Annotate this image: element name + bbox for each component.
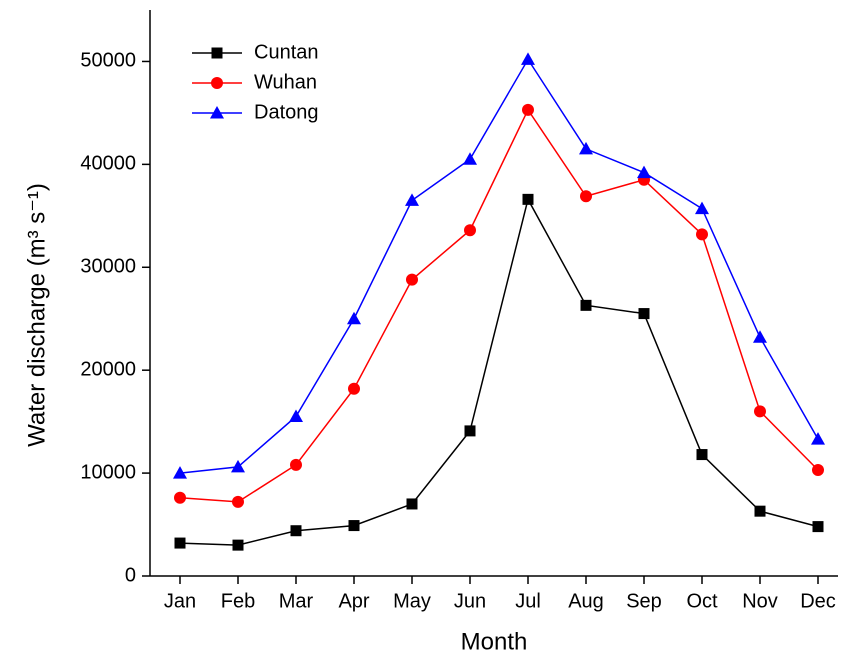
data-point — [289, 409, 303, 422]
data-point — [463, 152, 477, 165]
data-point — [174, 537, 186, 549]
x-tick-label: Nov — [742, 590, 778, 612]
x-tick-label: Oct — [686, 590, 718, 612]
x-tick-label: Sep — [626, 590, 662, 612]
data-point — [348, 382, 360, 395]
legend-label: Datong — [254, 101, 319, 123]
x-tick-label: Dec — [800, 590, 836, 612]
data-point — [638, 308, 650, 320]
data-point — [174, 491, 186, 504]
y-tick-label: 10000 — [80, 461, 136, 483]
data-point — [521, 52, 535, 65]
data-point — [579, 141, 593, 155]
data-point — [405, 193, 419, 206]
y-tick-label: 30000 — [80, 256, 136, 278]
data-point — [522, 193, 534, 205]
x-tick-label: Jul — [515, 590, 541, 612]
data-point — [695, 201, 709, 215]
data-point — [232, 495, 244, 508]
data-point — [406, 498, 418, 510]
data-point — [347, 311, 361, 325]
data-point — [464, 224, 476, 237]
data-point — [696, 449, 708, 461]
series-line — [179, 57, 819, 474]
data-point — [754, 505, 766, 517]
legend-label: Wuhan — [254, 71, 317, 93]
data-point — [173, 466, 187, 479]
x-tick-label: Jan — [164, 590, 196, 612]
data-point — [696, 228, 708, 241]
y-tick-label: 40000 — [80, 153, 136, 175]
data-point — [290, 458, 302, 471]
x-tick-label: Aug — [568, 590, 604, 612]
series-line — [179, 108, 819, 503]
data-point — [812, 464, 824, 477]
x-tick-label: Feb — [221, 590, 255, 612]
data-point — [522, 103, 534, 116]
y-tick-label: 50000 — [80, 50, 136, 72]
data-point — [580, 190, 592, 203]
x-tick-label: Apr — [338, 590, 369, 612]
data-point — [231, 459, 245, 473]
data-point — [811, 432, 825, 445]
data-point — [812, 521, 824, 533]
x-tick-label: Mar — [279, 590, 314, 612]
x-tick-label: Jun — [454, 590, 486, 612]
legend-label: Cuntan — [254, 41, 319, 63]
data-point — [637, 165, 651, 179]
data-point — [754, 405, 766, 418]
data-point — [290, 525, 302, 537]
legend-marker — [211, 77, 223, 89]
data-point — [406, 273, 418, 286]
series-line — [179, 197, 819, 546]
y-tick-label: 0 — [125, 564, 136, 586]
data-point — [580, 299, 592, 311]
legend-marker — [211, 47, 223, 59]
data-point — [232, 539, 244, 551]
y-axis-title: Water discharge (m³ s⁻¹) — [23, 183, 50, 447]
x-axis-title: Month — [461, 628, 528, 655]
data-point — [348, 520, 360, 532]
legend-marker — [210, 106, 224, 119]
x-tick-label: May — [393, 590, 431, 612]
data-point — [464, 425, 476, 437]
y-tick-label: 20000 — [80, 358, 136, 380]
data-point — [753, 330, 767, 343]
